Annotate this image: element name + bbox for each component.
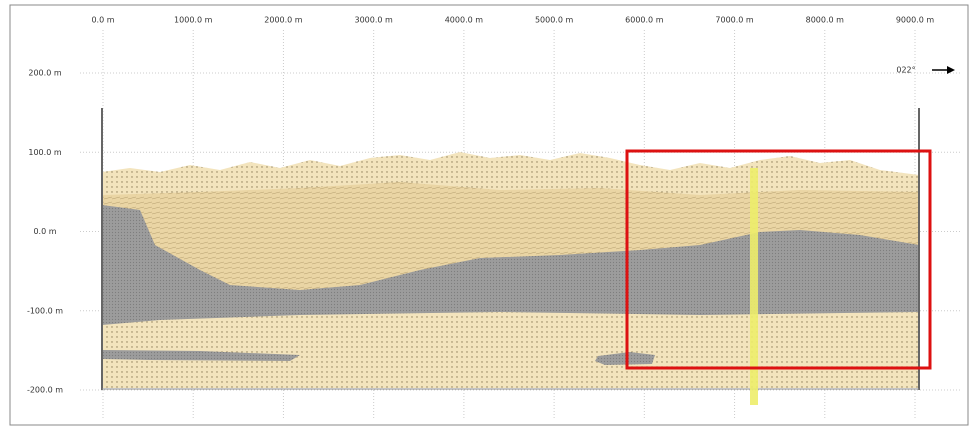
- lower-layer: [102, 312, 919, 388]
- x-axis-label: 3000.0 m: [355, 16, 394, 25]
- y-axis-label: 0.0 m: [33, 227, 56, 236]
- orientation-label: 022°: [896, 66, 915, 75]
- x-axis-label: 2000.0 m: [264, 16, 303, 25]
- x-axis-label: 6000.0 m: [625, 16, 664, 25]
- y-axis-label: 100.0 m: [28, 148, 61, 157]
- x-axis-label: 0.0 m: [91, 16, 114, 25]
- x-axis-label: 9000.0 m: [896, 16, 935, 25]
- y-axis-label: -100.0 m: [27, 306, 63, 315]
- x-axis-label: 1000.0 m: [174, 16, 213, 25]
- x-axis-label: 8000.0 m: [806, 16, 845, 25]
- cross-section-view: 0.0 m 1000.0 m 2000.0 m 3000.0 m 4000.0 m 500…: [0, 0, 976, 429]
- x-axis-label: 7000.0 m: [715, 16, 754, 25]
- x-axis-label: 4000.0 m: [445, 16, 484, 25]
- y-axis-label: 200.0 m: [28, 69, 61, 78]
- x-axis-label: 5000.0 m: [535, 16, 574, 25]
- y-axis-label: -200.0 m: [27, 386, 63, 395]
